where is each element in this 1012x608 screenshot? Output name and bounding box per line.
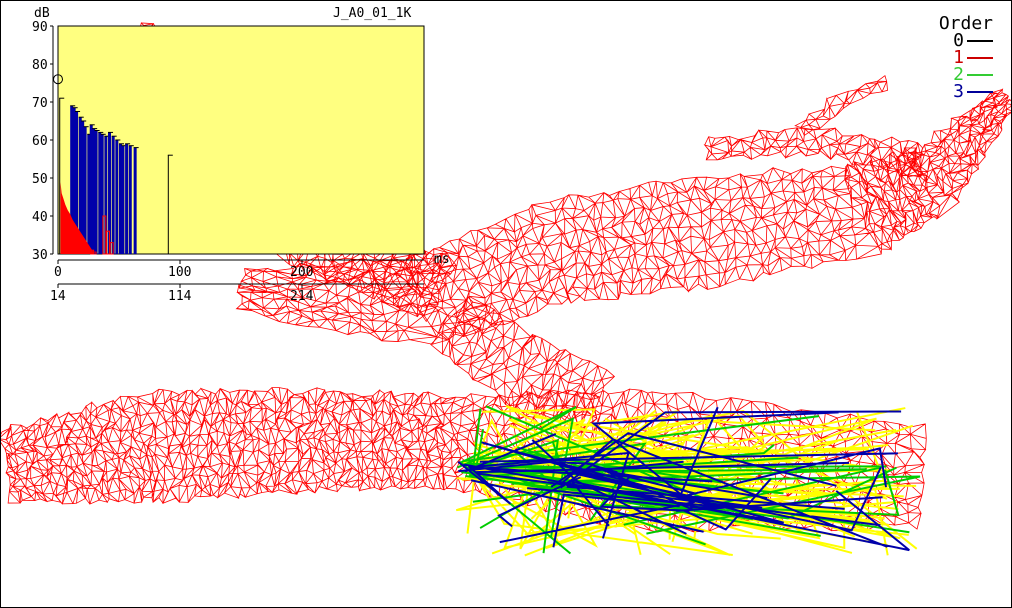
order-0-bar [167, 155, 169, 254]
order-3-bar [70, 105, 74, 254]
order-3-bar [128, 145, 132, 254]
sound-rays [455, 405, 921, 557]
order-3-bar [133, 147, 137, 254]
order-3-bar [75, 111, 79, 254]
legend-item-label: 0 [953, 30, 964, 51]
order-3-bar [121, 145, 125, 254]
y-tick-label: 60 [32, 134, 48, 149]
y-tick-label: 40 [32, 210, 48, 225]
mesh-upper-arm [703, 126, 923, 178]
legend-item: 2 [939, 64, 993, 85]
order-3-bar [125, 143, 129, 254]
mesh-upper-hall [235, 88, 1011, 345]
order-3-bar [87, 134, 91, 254]
order-1-bar [102, 215, 107, 255]
order-3-bar [94, 130, 98, 254]
x2-tick-label: 114 [168, 289, 192, 304]
order-3-bar [78, 117, 82, 254]
y-tick-label: 70 [32, 96, 48, 111]
order-3-bar [104, 136, 108, 254]
x-axis-label: ms [434, 252, 450, 267]
y-tick-label: 90 [32, 20, 48, 35]
legend-item: 1 [939, 47, 993, 68]
order-3-bar [108, 132, 112, 254]
x-tick-label: 200 [290, 265, 313, 280]
x-tick-label: 0 [54, 265, 62, 280]
legend-item: 3 [939, 81, 993, 102]
legend-swatch [967, 56, 993, 59]
rays-order-3 [457, 406, 910, 552]
y-tick-label: 80 [32, 58, 48, 73]
x2-tick-label: 214 [290, 289, 314, 304]
legend-item-label: 3 [953, 81, 964, 102]
order-0-bar [59, 98, 61, 254]
mesh-connector [430, 296, 616, 432]
order-3-bar [119, 143, 122, 254]
legend-swatch [967, 73, 993, 76]
order-3-bar [81, 121, 85, 254]
order-3-bar [115, 140, 119, 254]
y-tick-label: 30 [32, 248, 48, 263]
order-3-bar [83, 126, 87, 254]
legend-item-label: 2 [953, 64, 964, 85]
mesh-upper-spur [794, 74, 888, 137]
order-3-bar [111, 136, 115, 254]
order-1-energy-area [60, 181, 95, 254]
order-1-bar [106, 230, 111, 255]
legend-swatch [967, 39, 993, 42]
order-3-bar [72, 107, 76, 254]
legend-item: 0 [939, 30, 993, 51]
x2-tick-label: 14 [50, 289, 66, 304]
order-1-bar [92, 251, 97, 255]
order-3-bar [89, 124, 93, 254]
x-tick-label: 100 [168, 265, 191, 280]
order-1-bar [109, 242, 114, 255]
order-3-bar [92, 128, 96, 254]
direct-sound-marker [53, 74, 63, 85]
order-3-bar [100, 134, 104, 254]
y-axis-label: dB [34, 6, 50, 21]
legend-title: Order [938, 13, 993, 34]
order-3-bar [98, 132, 102, 254]
legend-swatch [967, 90, 993, 93]
chart-title: J_A0_01_1K [333, 6, 411, 21]
legend-item-label: 1 [953, 47, 964, 68]
y-tick-label: 50 [32, 172, 48, 187]
